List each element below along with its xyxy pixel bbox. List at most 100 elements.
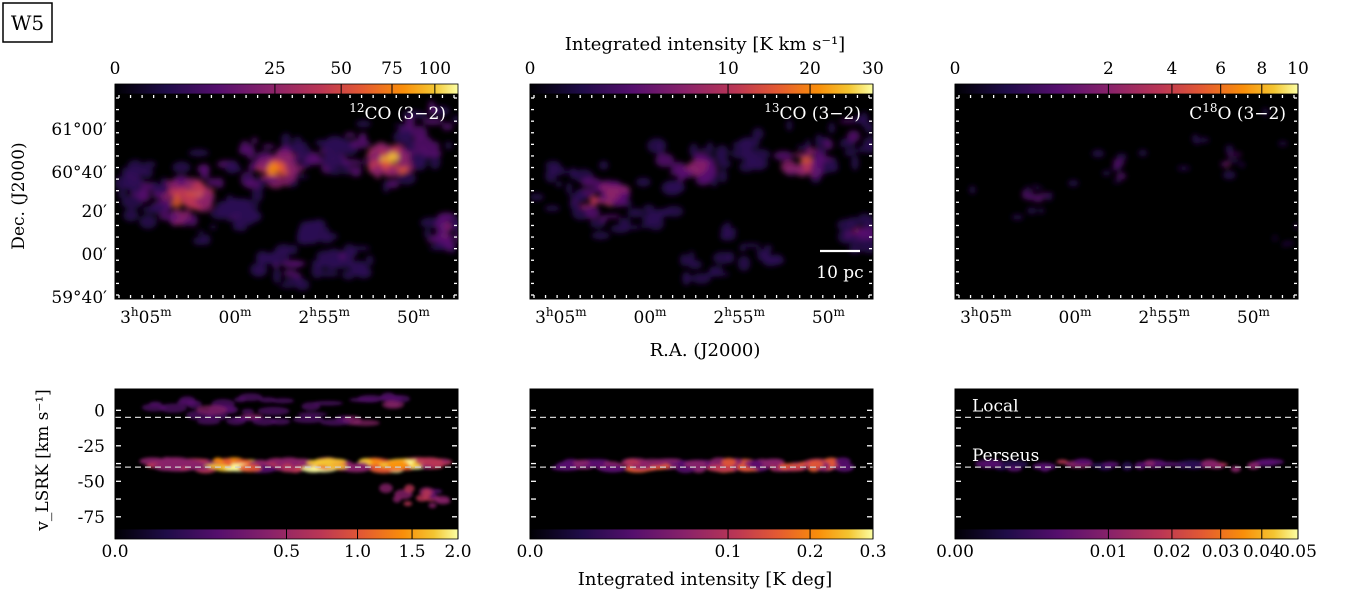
co12-map-clump [248, 162, 256, 172]
co13-lv-colorbar-tick-label: 0.3 [859, 542, 886, 562]
co12-map-label: 12CO (3−2) [349, 101, 446, 124]
co12-map-clump [435, 231, 445, 242]
co12-lv-colorbar-tick-label: 1.5 [399, 542, 426, 562]
co13-map-clump [695, 174, 711, 186]
co13-map-colorbar-tick-label: 10 [717, 59, 739, 79]
co12-lv-clump [241, 408, 255, 415]
co13-map-clump [795, 165, 802, 176]
co12-lv-clump [188, 465, 210, 471]
co12-lv-clump [226, 416, 246, 426]
c18o-map-clump [1024, 188, 1030, 192]
co12-map-y-tick-label: 61°00′ [51, 120, 107, 140]
co12-map-clump [355, 120, 371, 128]
co13-map-clump [864, 122, 873, 134]
co13-map-clump [585, 206, 600, 220]
co12-map-clump [188, 149, 210, 157]
c18o-map-colorbar: 0 2 4 6 8 10 [950, 59, 1309, 95]
c18o-map-clump [1222, 170, 1236, 180]
c18o-lv-clump [1102, 461, 1120, 468]
c18o-map-clump [1038, 207, 1045, 214]
co13-map-clump [707, 155, 714, 162]
co12-lv-y-tick-label: -75 [78, 508, 105, 528]
co12-lv-y-tick-label: 0 [94, 401, 105, 421]
co13-map-x-tick-label: 50m [812, 305, 846, 328]
co12-map-clump [215, 200, 234, 216]
c18o-lv-colorbar-tick-label: 0.05 [1279, 542, 1317, 562]
co13-map-clump [718, 169, 728, 183]
co13-map-clump [679, 253, 690, 267]
co13-map-clump [591, 231, 610, 240]
line-label: Local [972, 396, 1019, 416]
co12-map-clump [200, 233, 211, 246]
co13-map-clump [847, 130, 861, 143]
co13-map-clump [569, 204, 581, 211]
co12-map-clump [281, 260, 304, 269]
co12-map-clump [319, 234, 334, 244]
co13-lv-clump [835, 457, 851, 466]
c18o-lv-clump [1247, 461, 1260, 470]
co12-map-clump [381, 160, 390, 168]
co12-map-clump [404, 115, 415, 129]
c18o-lv-colorbar-fill [954, 528, 1299, 540]
co12-lv-clump [179, 396, 196, 405]
co12-map-clump [303, 220, 325, 227]
co12-lv-colorbar-tick-label: 2.0 [444, 542, 471, 562]
co13-map-x-tick-label: 00m [634, 305, 668, 328]
co13-lv-colorbar-fill [529, 528, 874, 540]
co12-map-clump [140, 181, 154, 191]
co12-map-clump [245, 208, 260, 223]
co12-map-clump [413, 135, 433, 150]
co13-map-clump [853, 118, 867, 124]
co12-map-clump [423, 228, 431, 239]
co13-map-clump [648, 215, 665, 231]
co13-lv-clump [771, 458, 784, 467]
c18o-map-clump [1115, 153, 1128, 161]
co13-map-clump [740, 243, 762, 248]
co12-lv-clump [297, 411, 328, 417]
co13-map-clump [719, 232, 736, 241]
co12-map-clump [238, 146, 246, 154]
co12-map-clump [279, 282, 297, 289]
c18o-lv: Local Perseus 0.00 0.01 0.02 0.03 0.040.05 [936, 388, 1317, 562]
co12-lv-y-tick-label: -25 [78, 437, 105, 457]
co12-map-clump [397, 171, 417, 185]
co12-map-clump [272, 268, 282, 284]
c18o-map-clump [1034, 187, 1045, 190]
co13-lv-colorbar-tick-label: 0.2 [797, 542, 824, 562]
co12-map-x-tick-label: 50m [397, 305, 431, 328]
co12-map-clump [224, 160, 240, 174]
c18o-map-clump [1112, 179, 1122, 184]
co13-map: 13CO (3−2) 3h05m 00m 2h55m 50m 0 10 20 30 [525, 59, 884, 328]
c18o-map-clump [1011, 214, 1024, 220]
co12-map-clump [137, 188, 151, 203]
co12-lv-clump [312, 400, 344, 406]
c18o-lv-clump [974, 459, 1005, 469]
co12-map-clump [121, 195, 144, 209]
c18o-lv-clump [1000, 460, 1029, 469]
co13-map-clump [706, 141, 714, 156]
c18o-lv-clump [1039, 464, 1051, 472]
co12-map-colorbar-fill [114, 83, 459, 95]
co13-map-clump [649, 208, 670, 218]
co12-map-clump [428, 245, 449, 251]
co12-map-clump [379, 150, 386, 155]
co12-lv-clump [433, 495, 450, 503]
co12-map-clump [365, 255, 374, 266]
co12-map-clump [428, 108, 439, 113]
c18o-lv-background [955, 389, 1298, 531]
co13-lv-clump [749, 460, 763, 469]
co12-lv-clump [403, 501, 413, 507]
co12-map: 12CO (3−2) 3h05m 00m 2h55m 50m 61°00′ 60°40′ 20… [51, 59, 459, 328]
co13-map-clump [859, 144, 873, 153]
co13-map-colorbar-tick-label: 0 [525, 59, 536, 79]
co13-map-clump [655, 153, 675, 168]
co12-map-clump [395, 152, 409, 169]
co13-map-clump [580, 177, 602, 188]
co12-map-clump [412, 156, 423, 170]
c18o-map-clump [1116, 172, 1127, 180]
co13-lv-clump [551, 464, 581, 471]
line-label: Perseus [972, 446, 1039, 466]
c18o-map-clump [1113, 162, 1120, 171]
co12-map-clump [451, 115, 458, 123]
co12-lv-clump [196, 418, 221, 425]
